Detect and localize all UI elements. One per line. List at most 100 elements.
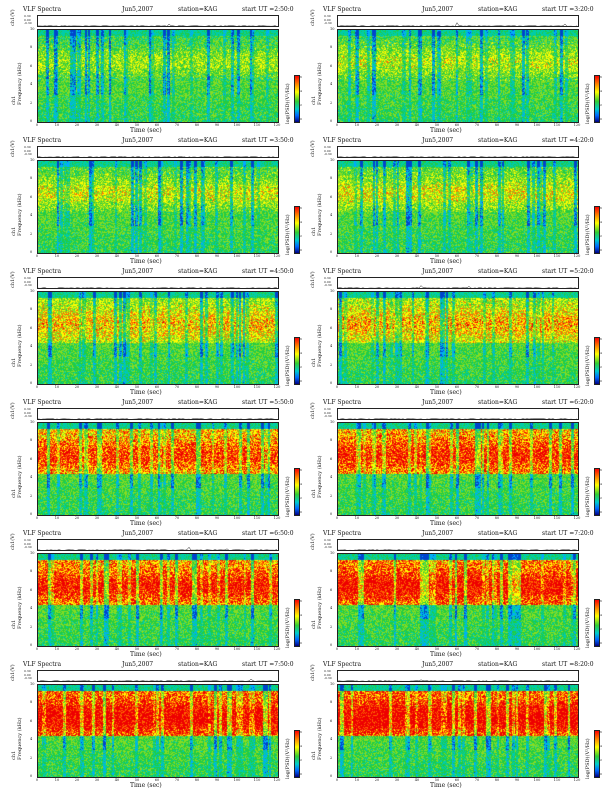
- time-tick-label: 90: [514, 516, 520, 520]
- colorbar-tick-label: 4: [300, 351, 302, 355]
- frequency-tick-label: 6: [330, 194, 333, 199]
- time-axis-label: Time (sec): [130, 127, 162, 134]
- time-tick-label: 0: [35, 516, 39, 520]
- panel-title: VLF Spectra: [23, 661, 62, 668]
- panel-title: VLF Spectra: [23, 268, 62, 275]
- frequency-tick-label: 6: [330, 325, 333, 330]
- spectrogram-canvas: [38, 30, 278, 122]
- time-tick-label: 30: [94, 778, 100, 782]
- panel-start-time: start UT =7:50:0: [242, 661, 294, 668]
- frequency-tick-label: 4: [30, 213, 33, 218]
- spectrogram-panel: VLF Spectra Jun5,2007 station=KAG start UT …: [10, 268, 306, 396]
- colorbar-tick-label: 4: [600, 744, 602, 748]
- frequency-tick-label: 8: [330, 176, 333, 181]
- spectrogram-canvas: [338, 423, 578, 515]
- time-tick-label: 30: [94, 647, 100, 651]
- timeseries-line: [38, 156, 277, 157]
- colorbar-tick-label: 0: [300, 510, 302, 514]
- spectrogram-canvas: [338, 30, 578, 122]
- time-tick-label: 100: [233, 123, 241, 127]
- time-axis-label: Time (sec): [130, 389, 162, 396]
- colorbar-tick-label: 6: [600, 599, 602, 603]
- time-tick-label: 80: [494, 778, 500, 782]
- time-tick-label: 10: [354, 123, 360, 127]
- colorbar-label: log(PSD)(V²/Hz): [285, 214, 291, 255]
- timeseries-tick-label: -0.30: [24, 545, 32, 550]
- time-tick-label: 10: [54, 123, 60, 127]
- frequency-tick-label: 8: [330, 307, 333, 312]
- frequency-tick-label: 4: [30, 344, 33, 349]
- time-tick-label: 30: [394, 254, 400, 258]
- colorbar-tick-label: 6: [300, 337, 302, 341]
- timeseries-tick-label: 0.30: [324, 14, 331, 18]
- time-tick-label: 70: [474, 778, 480, 782]
- time-tick-label: 110: [553, 647, 561, 651]
- timeseries-tick-label: 0.30: [24, 14, 31, 18]
- timeseries-line: [338, 549, 578, 550]
- frequency-tick-label: 10: [30, 158, 35, 162]
- panel-title: VLF Spectra: [323, 137, 362, 144]
- colorbar-tick-label: 2: [300, 234, 302, 238]
- frequency-tick-label: 6: [30, 456, 33, 461]
- time-tick-label: 40: [414, 778, 420, 782]
- time-tick-label: 80: [194, 385, 200, 389]
- timeseries-svg: [38, 23, 277, 26]
- time-tick-label: 110: [553, 123, 561, 127]
- timeseries-tick-label: -0.30: [24, 414, 32, 419]
- time-tick-label: 40: [414, 254, 420, 258]
- frequency-axis-label-line2: Frequency (kHz): [17, 586, 23, 629]
- colorbar-tick-label: 2: [600, 627, 602, 631]
- colorbar-tick-label: 6: [600, 468, 602, 472]
- colorbar: [594, 468, 600, 516]
- panel-start-time: start UT =7:20:0: [542, 530, 594, 537]
- frequency-axis-label-line2: Frequency (kHz): [17, 717, 23, 760]
- time-tick-label: 10: [354, 516, 360, 520]
- timeseries-tick-label: 0.30: [24, 145, 31, 149]
- timeseries-tick-label: 0.00: [324, 279, 331, 284]
- colorbar-tick-label: 6: [600, 730, 602, 734]
- colorbar-tick-label: 0: [600, 248, 602, 252]
- colorbar: [294, 730, 300, 778]
- panel-date: Jun5,2007: [122, 137, 154, 144]
- time-tick-label: 60: [454, 647, 460, 651]
- time-tick-label: 0: [35, 647, 39, 651]
- frequency-tick-label: 6: [330, 718, 333, 723]
- timeseries-tick-label: -0.30: [324, 21, 332, 26]
- spectrogram-heatmap: [37, 422, 279, 516]
- time-tick-label: 40: [414, 385, 420, 389]
- spectrogram-heatmap: [37, 684, 279, 778]
- colorbar-tick-label: 2: [600, 103, 602, 107]
- spectrogram-panel: VLF Spectra Jun5,2007 station=KAG start UT …: [310, 661, 606, 789]
- spectrogram-heatmap: [37, 291, 279, 385]
- frequency-tick-label: 2: [30, 624, 33, 629]
- timeseries-tick-label: 0.30: [24, 669, 31, 673]
- spectrogram-canvas: [38, 554, 278, 646]
- time-tick-label: 70: [174, 647, 180, 651]
- timeseries-tick-label: 0.30: [324, 276, 331, 280]
- time-tick-label: 40: [414, 123, 420, 127]
- time-tick-label: 60: [154, 123, 160, 127]
- timeseries-svg: [38, 678, 277, 681]
- time-tick-label: 20: [374, 254, 380, 258]
- time-tick-label: 40: [414, 647, 420, 651]
- timeseries-axis-label: ch1(V): [310, 664, 316, 681]
- time-tick-label: 120: [573, 778, 581, 782]
- time-tick-label: 50: [434, 778, 440, 782]
- time-tick-label: 120: [273, 123, 281, 127]
- timeseries-svg: [338, 22, 578, 26]
- time-tick-label: 90: [214, 778, 220, 782]
- timeseries-axis-label: ch1(V): [10, 140, 16, 157]
- colorbar-tick-label: 0: [600, 772, 602, 776]
- colorbar-tick-label: 4: [300, 482, 302, 486]
- time-tick-label: 10: [354, 254, 360, 258]
- panel-title: VLF Spectra: [23, 137, 62, 144]
- colorbar-tick-label: 2: [600, 234, 602, 238]
- colorbar: [294, 468, 300, 516]
- spectrogram-canvas: [338, 554, 578, 646]
- time-tick-label: 0: [35, 123, 39, 127]
- frequency-tick-label: 8: [30, 569, 33, 574]
- time-tick-label: 80: [194, 254, 200, 258]
- time-tick-label: 60: [454, 254, 460, 258]
- timeseries-tick-label: -0.30: [24, 21, 32, 26]
- frequency-tick-label: 2: [330, 231, 333, 236]
